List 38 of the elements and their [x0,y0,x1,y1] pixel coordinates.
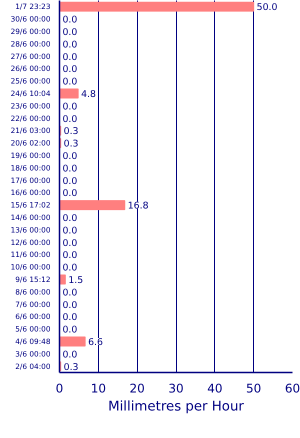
data-label: 0.0 [62,287,78,298]
data-label: 16.8 [128,200,149,212]
data-label: 0.0 [62,64,78,76]
data-label: 0.0 [62,14,78,26]
data-label: 1.5 [68,275,84,286]
x-tick-label: 10 [90,382,106,396]
data-label: 0.0 [62,163,78,174]
data-label: 0.0 [62,188,78,200]
data-label: 50.0 [256,2,278,14]
data-label: 0.3 [64,138,79,150]
x-tick-label: 40 [207,382,222,396]
data-label: 0.0 [62,225,78,236]
data-label: 0.3 [64,362,79,373]
data-label: 0.0 [62,262,78,274]
data-label: 0.0 [62,213,78,224]
x-tick-label: 20 [130,382,145,396]
data-label: 0.0 [62,324,78,336]
data-label: 0.0 [62,27,78,38]
data-label: 0.0 [62,114,78,125]
data-label: 0.0 [62,176,78,187]
data-label: 0.0 [62,238,78,249]
data-label: 4.8 [81,89,96,100]
x-tick-label: 50 [246,382,262,396]
data-label: 0.0 [62,101,78,112]
data-label: 0.0 [62,76,78,88]
data-label: 0.0 [62,312,78,324]
data-label: 0.0 [62,39,78,50]
x-tick-label: 60 [284,382,300,396]
data-label: 0.0 [62,52,78,63]
data-label: 0.0 [62,300,78,311]
x-axis-title: Millimetres per Hour [108,400,244,414]
x-tick-label: 0 [56,382,64,396]
data-label: 6.6 [88,337,104,348]
data-label: 0.3 [64,126,79,138]
data-label: 0.0 [62,250,78,262]
data-label: 0.0 [62,349,78,360]
data-label: 0.0 [62,151,78,162]
x-tick-label: 30 [168,382,184,396]
